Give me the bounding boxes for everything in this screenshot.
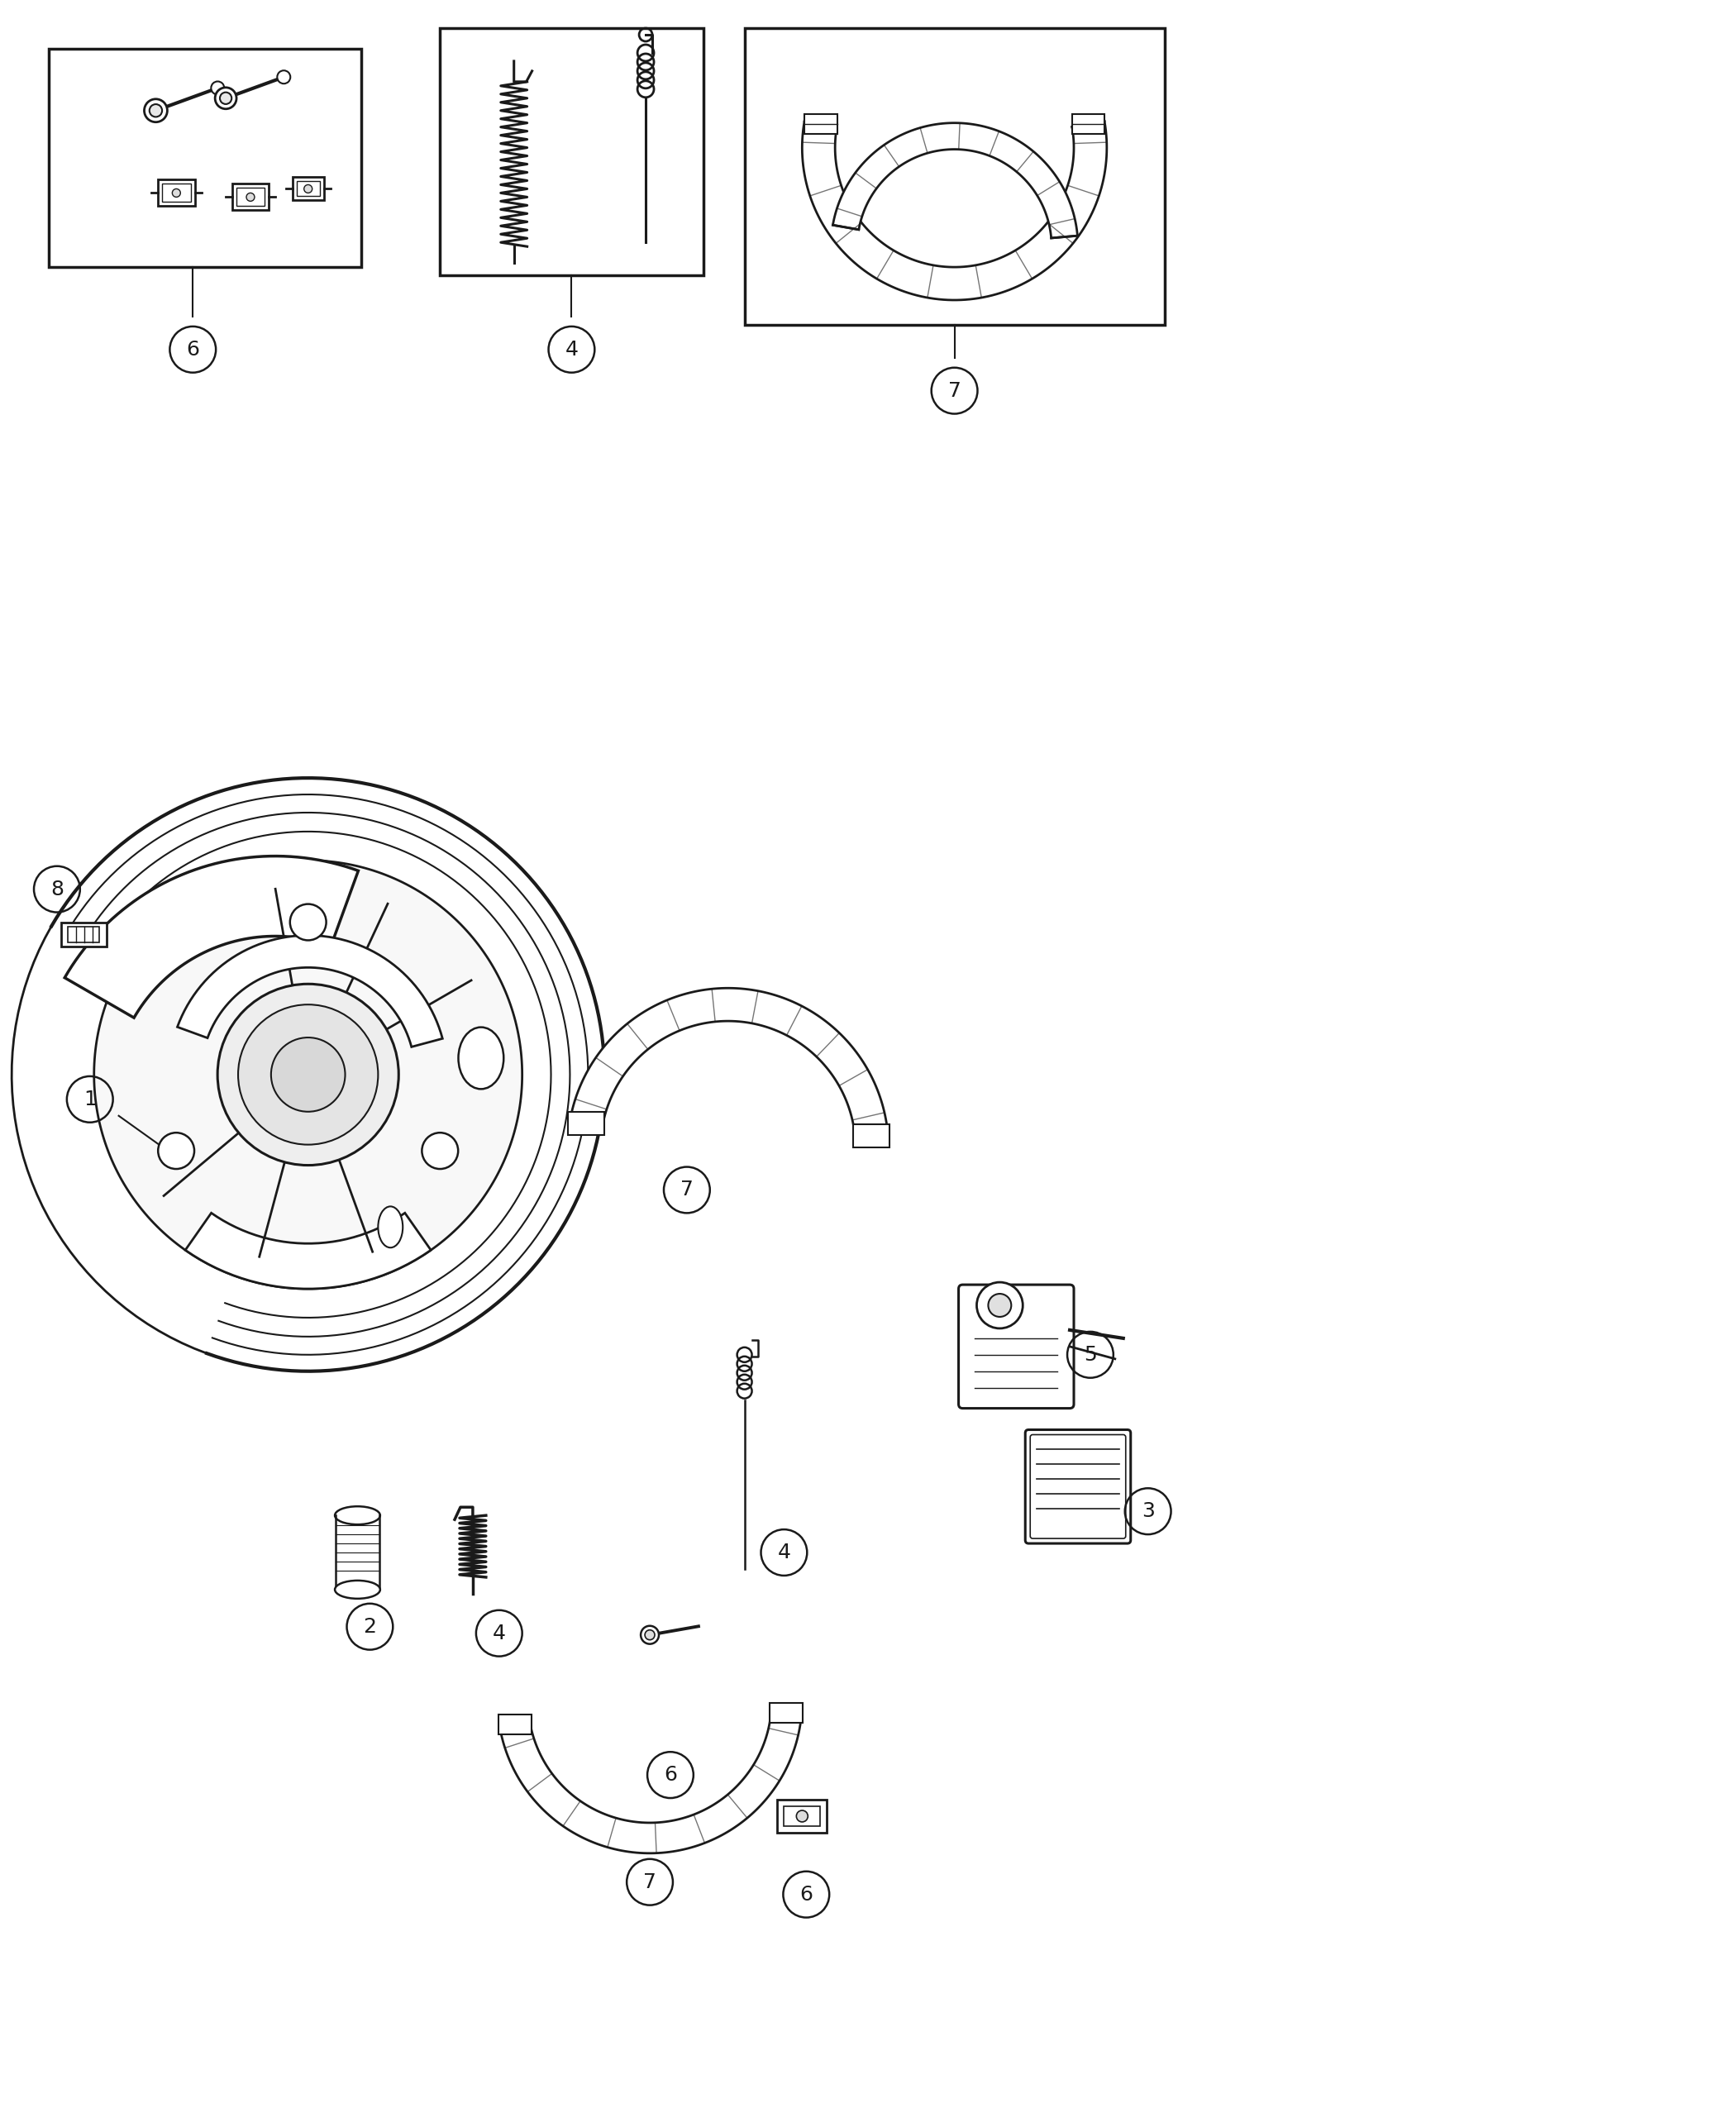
Bar [297,181,319,196]
Text: 8: 8 [50,879,64,900]
Circle shape [422,1132,458,1170]
Text: 5: 5 [1083,1345,1097,1364]
Polygon shape [569,989,889,1138]
Text: 4: 4 [564,339,578,360]
Text: 1: 1 [83,1090,97,1109]
Circle shape [217,984,399,1166]
Bar [498,1714,531,1735]
Bar [233,183,269,211]
Polygon shape [186,1212,431,1288]
Bar [769,1703,802,1722]
Text: 7: 7 [644,1872,656,1893]
Circle shape [644,1629,654,1640]
Circle shape [220,93,231,103]
Text: 6: 6 [800,1885,812,1904]
Text: 4: 4 [778,1543,790,1562]
Circle shape [238,1006,378,1145]
Bar [161,183,191,202]
Polygon shape [500,1712,802,1853]
Bar [568,1113,604,1136]
Bar [778,1800,826,1832]
Bar [61,921,106,946]
Polygon shape [177,936,443,1048]
Circle shape [797,1811,807,1821]
Ellipse shape [378,1206,403,1248]
Text: 7: 7 [681,1180,693,1199]
Bar [439,27,703,276]
Polygon shape [64,856,358,1018]
Circle shape [215,89,236,110]
Circle shape [212,82,224,95]
Circle shape [278,70,290,84]
Circle shape [172,190,181,196]
Bar [236,188,266,207]
Bar [68,925,99,942]
Ellipse shape [335,1581,380,1598]
Bar [804,114,837,135]
Bar [292,177,323,200]
Circle shape [290,904,326,940]
Text: 7: 7 [948,382,962,401]
Circle shape [158,1132,194,1170]
Text: 4: 4 [493,1623,505,1642]
Circle shape [247,194,255,200]
Circle shape [977,1282,1023,1328]
Circle shape [988,1294,1012,1318]
Circle shape [271,1037,345,1111]
Text: 6: 6 [186,339,200,360]
Bar [158,179,194,207]
Text: 6: 6 [663,1764,677,1785]
Text: 2: 2 [363,1617,377,1636]
Polygon shape [802,120,1108,299]
Text: 3: 3 [1141,1501,1154,1522]
Ellipse shape [458,1027,503,1090]
Circle shape [149,103,161,116]
Bar [1071,114,1104,135]
Bar [745,27,1165,325]
Bar [785,1807,819,1826]
Ellipse shape [335,1507,380,1524]
Circle shape [304,186,312,194]
Polygon shape [833,122,1078,238]
Circle shape [641,1625,660,1644]
Circle shape [144,99,167,122]
Bar [49,48,361,268]
Polygon shape [94,860,523,1288]
Bar [854,1126,889,1147]
FancyBboxPatch shape [1026,1429,1130,1543]
FancyBboxPatch shape [958,1284,1075,1408]
